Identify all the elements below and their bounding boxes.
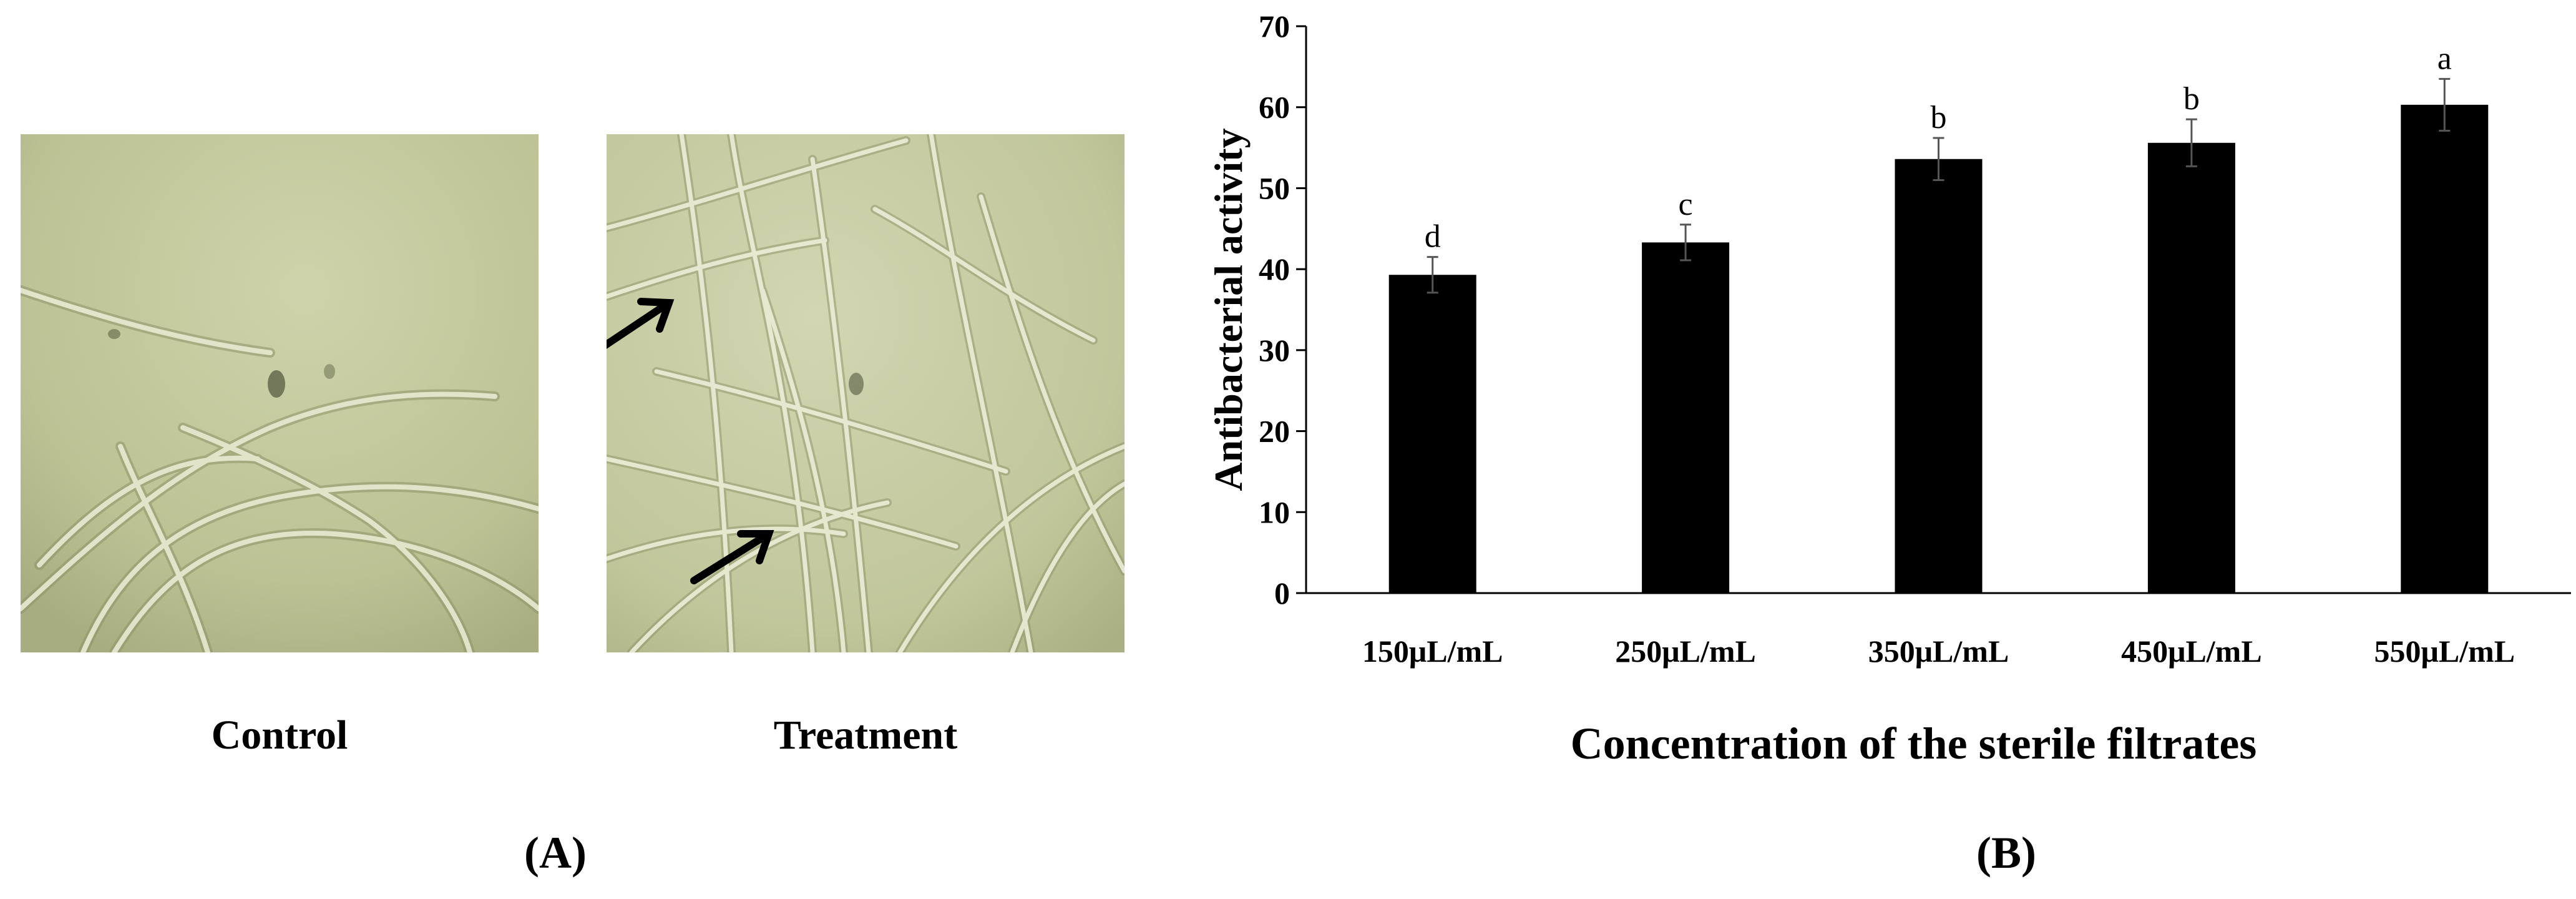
bar — [2147, 142, 2235, 593]
y-tick-label: 50 — [1259, 170, 1290, 205]
y-tick-label: 30 — [1259, 333, 1290, 368]
y-axis-ticks: 0 10 20 30 40 50 60 70 — [1259, 9, 1306, 611]
bar — [1642, 242, 1730, 593]
panel-a: Control Treatment — [0, 0, 1186, 899]
y-tick-label: 40 — [1259, 252, 1290, 287]
error-bars — [1427, 77, 2451, 294]
significance-letter: c — [1679, 187, 1693, 222]
x-tick-label: 150μL/mL — [1362, 634, 1503, 669]
bars — [1388, 104, 2489, 593]
y-axis-title: Antibacterial activity — [1206, 128, 1251, 491]
micrograph-control — [21, 134, 539, 652]
y-tick-label: 70 — [1259, 9, 1290, 44]
y-tick-label: 20 — [1259, 414, 1290, 449]
x-tick-label: 350μL/mL — [1868, 634, 2009, 669]
panel-label-b: (B) — [1976, 828, 2036, 878]
x-axis-title: Concentration of the sterile filtrates — [1571, 719, 2257, 769]
arrow-icon — [690, 530, 774, 584]
bar — [1388, 275, 1476, 593]
bar — [1895, 159, 1983, 593]
x-tick-label: 450μL/mL — [2121, 634, 2262, 669]
y-tick-label: 10 — [1259, 494, 1290, 529]
micrograph-control-image — [21, 134, 539, 652]
x-axis-tick-labels: 150μL/mL 250μL/mL 350μL/mL 450μL/mL 550μL/mL — [1362, 634, 2515, 669]
significance-letters: d c b b a — [1425, 41, 2452, 254]
significance-letter: b — [2183, 81, 2200, 117]
micrograph-treatment-image — [607, 134, 1125, 652]
arrow-icon — [607, 298, 675, 349]
caption-control: Control — [211, 712, 348, 758]
caption-treatment: Treatment — [773, 712, 958, 758]
y-tick-label: 0 — [1274, 576, 1290, 611]
y-tick-label: 60 — [1259, 90, 1290, 125]
bar — [2401, 104, 2489, 593]
significance-letter: b — [1931, 100, 1947, 135]
bar-chart: 0 10 20 30 40 50 60 70 d c b b a 150μL/mL 250μL/mL 35… — [1206, 9, 2571, 769]
micrograph-treatment — [607, 134, 1125, 652]
x-tick-label: 250μL/mL — [1615, 634, 1756, 669]
significance-letter: d — [1425, 219, 1441, 255]
significance-letter: a — [2437, 41, 2452, 76]
panel-label-a: (A) — [524, 828, 587, 878]
x-tick-label: 550μL/mL — [2374, 634, 2515, 669]
